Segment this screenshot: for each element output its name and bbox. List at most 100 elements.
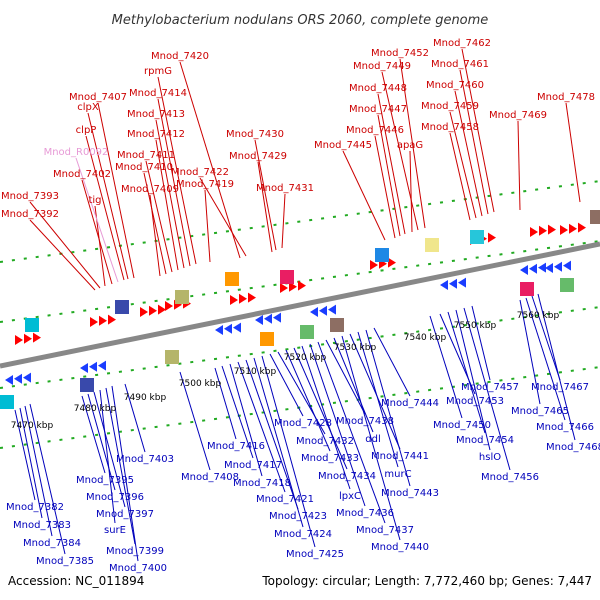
- label-leader-line: [29, 403, 66, 555]
- label-leader-line: [377, 93, 406, 235]
- gene-label: rpmG: [144, 66, 172, 77]
- label-leader-line: [229, 363, 263, 477]
- gene-label: Mnod_7468: [546, 442, 600, 453]
- gene-label: Mnod_7417: [224, 460, 282, 471]
- gene-label: Mnod_7431: [256, 183, 314, 194]
- gene-label: Mnod_7393: [1, 191, 59, 202]
- gene-label: Mnod_7460: [426, 80, 484, 91]
- reverse-gene-arrow: [215, 325, 223, 335]
- label-leader-line: [269, 353, 304, 417]
- gene-label: Mnod_7447: [349, 104, 407, 115]
- forward-gene-arrow: [298, 280, 306, 291]
- label-leader-line: [237, 361, 286, 493]
- gene-label: Mnod_7392: [1, 209, 59, 220]
- gene-box: [25, 318, 39, 332]
- gene-label: Mnod_7437: [356, 525, 414, 536]
- forward-gene-arrow: [33, 332, 41, 343]
- gene-label: hslO: [479, 452, 501, 463]
- forward-gene-arrow: [15, 335, 23, 345]
- gene-box: [280, 270, 294, 284]
- gene-blocks: [0, 210, 600, 409]
- forward-gene-arrow: [370, 260, 378, 270]
- scale-label: 7560 kbp: [517, 311, 560, 321]
- gene-label: Mnod_7411: [117, 150, 175, 161]
- gene-label: Mnod_7421: [256, 494, 314, 505]
- label-leader-line: [293, 347, 348, 470]
- scale-label: 7520 kbp: [284, 353, 327, 363]
- forward-gene-arrow: [548, 224, 556, 235]
- forward-gene-arrow: [149, 305, 157, 316]
- label-leader-line: [325, 339, 366, 415]
- gene-label: Mnod_7436: [336, 508, 394, 519]
- label-leader-line: [447, 311, 486, 434]
- label-leader-line: [517, 120, 521, 211]
- accession-text: Accession: NC_011894: [8, 574, 144, 588]
- label-leader-line: [429, 315, 463, 419]
- label-leader-line: [377, 114, 401, 237]
- label-leader-line: [519, 299, 541, 405]
- gene-label: tig: [88, 195, 101, 206]
- gene-box: [375, 248, 389, 262]
- label-leader-line: [257, 161, 273, 253]
- gene-label: Mnod_7449: [353, 61, 411, 72]
- gene-box: [425, 238, 439, 252]
- label-leader-line: [409, 150, 413, 233]
- gene-label: Mnod_7419: [176, 179, 234, 190]
- label-leaders: [14, 48, 581, 562]
- label-leader-line: [81, 179, 113, 285]
- label-leader-line: [309, 343, 366, 507]
- scale-label: 7490 kbp: [124, 393, 167, 403]
- forward-gene-arrow: [569, 223, 577, 234]
- gene-label: clpX: [77, 102, 99, 113]
- scale-label: 7540 kbp: [404, 333, 447, 343]
- reverse-gene-arrow: [273, 312, 281, 323]
- reverse-gene-arrow: [319, 305, 327, 316]
- gene-label: Mnod_7413: [127, 109, 185, 120]
- reverse-gene-arrow: [563, 260, 571, 271]
- label-leader-line: [179, 61, 241, 259]
- gene-box: [225, 272, 239, 286]
- gene-box: [330, 318, 344, 332]
- reverse-gene-arrow: [23, 372, 31, 383]
- label-leader-line: [14, 409, 36, 501]
- gene-label: Mnod_7400: [109, 563, 167, 574]
- label-leader-line: [204, 189, 211, 263]
- label-leader-line: [301, 345, 351, 490]
- label-leader-line: [381, 71, 419, 231]
- reverse-gene-arrow: [538, 262, 546, 273]
- gene-label: Mnod_7409: [121, 184, 179, 195]
- gene-label: Mnod_7407: [69, 92, 127, 103]
- label-leader-line: [157, 76, 197, 265]
- forward-gene-arrow: [230, 295, 238, 305]
- gene-labels: Mnod_7392 Mnod_7393 tig Mnod_7402 Mnod_R0092…: [1, 38, 600, 574]
- gene-label: Mnod_7408: [181, 472, 239, 483]
- gene-box: [115, 300, 129, 314]
- gene-box: [260, 332, 274, 346]
- label-leader-line: [87, 112, 129, 280]
- reverse-gene-arrow: [458, 277, 466, 288]
- gene-label: Mnod_7434: [318, 471, 376, 482]
- track-guide-line: [0, 180, 600, 263]
- forward-gene-arrow: [289, 281, 297, 292]
- topology-text: Topology: circular; Length: 7,772,460 bp…: [261, 574, 592, 588]
- gene-label: Mnod_7454: [456, 435, 514, 446]
- label-leader-line: [461, 48, 495, 213]
- label-leader-line: [214, 367, 237, 440]
- gene-label: lpxC: [339, 491, 361, 502]
- gene-label: Mnod_7382: [6, 502, 64, 513]
- gene-label: Mnod_7444: [381, 398, 439, 409]
- gene-label: Mnod_7425: [286, 549, 344, 560]
- label-leader-line: [537, 293, 576, 441]
- label-leader-line: [357, 331, 399, 468]
- reverse-gene-arrow: [80, 363, 88, 373]
- genome-backbone: [0, 241, 600, 369]
- scale-labels: 7470 kbp 7480 kbp 7490 kbp 7500 kbp 7510 kbp…: [11, 311, 560, 431]
- gene-box: [590, 210, 600, 224]
- reverse-gene-arrow: [264, 313, 272, 324]
- gene-box: [175, 290, 189, 304]
- gene-label: Mnod_7450: [433, 420, 491, 431]
- scale-label: 7480 kbp: [74, 404, 117, 414]
- label-leader-line: [449, 132, 471, 221]
- gene-label: Mnod_7443: [381, 488, 439, 499]
- forward-gene-arrow: [530, 227, 538, 237]
